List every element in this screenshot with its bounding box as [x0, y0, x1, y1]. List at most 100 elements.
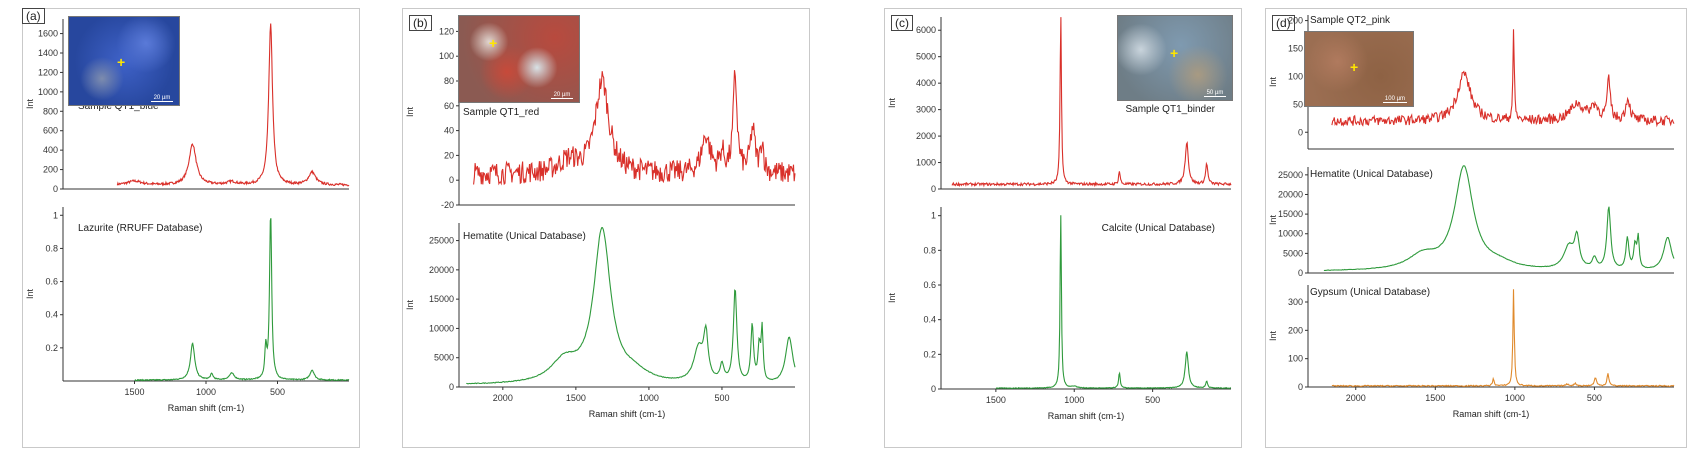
y-tick-label: 400: [43, 145, 58, 155]
panel-label: (a): [22, 8, 45, 24]
y-tick-label: 25000: [429, 236, 454, 246]
subplot-title: Calcite (Unical Database): [1102, 223, 1215, 234]
y-tick-label: 50: [1293, 99, 1303, 109]
spectrum-line: [473, 70, 796, 186]
scale-label: 20 µm: [553, 92, 571, 98]
scale-bar: 20 µm: [551, 92, 573, 99]
y-tick-label: 60: [444, 101, 454, 111]
panel-a: (a) 0 200 400 600 800 1000 1200 1400 1600 Int Samp…: [22, 8, 360, 448]
x-tick-label: 1000: [639, 393, 659, 403]
x-axis-label: Raman shift (cm-1): [1048, 411, 1125, 421]
y-tick-label: 200: [1288, 16, 1303, 26]
panel-d: (d) 0 50 100 150 200 Int Sample QT2_pink 0 5000 1…: [1265, 8, 1687, 448]
micrograph-blue: + 20 µm: [68, 16, 180, 106]
y-tick-label: 300: [1288, 297, 1303, 307]
y-tick-label: 600: [43, 126, 58, 136]
y-tick-label: 2000: [916, 131, 936, 141]
y-tick-label: 40: [444, 126, 454, 136]
x-tick-label: 500: [270, 387, 285, 397]
y-tick-label: 10000: [1278, 229, 1303, 239]
subplot-title: Gypsum (Unical Database): [1310, 287, 1430, 298]
subplot-title: Sample QT2_pink: [1310, 15, 1391, 26]
x-tick-label: 500: [714, 393, 729, 403]
spectrum-line: [1323, 165, 1675, 272]
y-axis-label: Int: [25, 99, 35, 110]
y-axis-label: Int: [887, 293, 897, 304]
y-tick-label: -20: [441, 200, 454, 210]
y-tick-label: 200: [43, 165, 58, 175]
y-tick-label: 15000: [429, 294, 454, 304]
y-axis-label: Int: [1268, 215, 1278, 226]
x-tick-label: 1500: [1425, 393, 1445, 403]
y-tick-label: 0.6: [923, 280, 936, 290]
x-tick-label: 2000: [493, 393, 513, 403]
y-tick-label: 100: [439, 51, 454, 61]
y-tick-label: 0.8: [923, 245, 936, 255]
micrograph-pink: + 100 µm: [1304, 31, 1414, 107]
x-tick-label: 1000: [196, 387, 216, 397]
y-tick-label: 80: [444, 76, 454, 86]
scale-line: [551, 98, 573, 99]
crosshair-icon: +: [1350, 59, 1359, 75]
y-tick-label: 1: [53, 210, 58, 220]
crosshair-icon: +: [1170, 45, 1179, 61]
y-tick-label: 0: [449, 175, 454, 185]
y-tick-label: 0: [1298, 382, 1303, 392]
y-tick-label: 0: [931, 384, 936, 394]
x-tick-label: 2000: [1346, 393, 1366, 403]
y-axis-label: Int: [1268, 331, 1278, 342]
y-tick-label: 0: [53, 184, 58, 194]
y-tick-label: 0.4: [923, 315, 936, 325]
x-tick-label: 1000: [1064, 395, 1084, 405]
y-axis-label: Int: [1268, 77, 1278, 88]
y-tick-label: 0.2: [923, 349, 936, 359]
y-tick-label: 150: [1288, 44, 1303, 54]
panel-label: (b): [409, 15, 432, 31]
spectrum-line: [116, 23, 350, 187]
y-tick-label: 5000: [916, 52, 936, 62]
y-tick-label: 0.4: [45, 310, 58, 320]
spectrum-line: [466, 227, 796, 385]
y-tick-label: 1400: [38, 48, 58, 58]
scale-label: 20 µm: [153, 95, 171, 101]
panel-c: (c) 0 1000 2000 3000 4000 5000 6000 Int Sample Q…: [884, 8, 1242, 448]
spectrum-line: [1331, 29, 1675, 128]
y-axis-label: Int: [887, 98, 897, 109]
panel-label: (d): [1272, 15, 1295, 31]
y-tick-label: 200: [1288, 325, 1303, 335]
x-tick-label: 1500: [124, 387, 144, 397]
y-tick-label: 10000: [429, 323, 454, 333]
y-tick-label: 15000: [1278, 209, 1303, 219]
y-tick-label: 0.6: [45, 277, 58, 287]
y-tick-label: 0: [1298, 268, 1303, 278]
y-axis-label: Int: [25, 289, 35, 300]
y-tick-label: 5000: [434, 353, 454, 363]
y-tick-label: 4000: [916, 78, 936, 88]
micrograph-red: + 20 µm: [458, 15, 580, 103]
y-tick-label: 25000: [1278, 170, 1303, 180]
x-axis-label: Raman shift (cm-1): [168, 403, 245, 413]
y-tick-label: 20000: [429, 265, 454, 275]
x-tick-label: 1500: [566, 393, 586, 403]
subplot-title: Hematite (Unical Database): [463, 231, 586, 242]
y-tick-label: 3000: [916, 105, 936, 115]
micrograph-binder: + 50 µm: [1117, 15, 1233, 101]
y-tick-label: 120: [439, 26, 454, 36]
x-tick-label: 1000: [1505, 393, 1525, 403]
scale-bar: 100 µm: [1383, 96, 1407, 103]
x-axis-label: Raman shift (cm-1): [1453, 409, 1530, 419]
y-tick-label: 6000: [916, 25, 936, 35]
y-tick-label: 0.2: [45, 343, 58, 353]
spectrum-line: [1331, 289, 1675, 388]
spectrum-line: [951, 17, 1232, 188]
scale-bar: 20 µm: [151, 95, 173, 102]
crosshair-icon: +: [117, 54, 126, 70]
scale-label: 100 µm: [1384, 96, 1406, 102]
x-tick-label: 1500: [986, 395, 1006, 405]
y-tick-label: 800: [43, 106, 58, 116]
scale-line: [151, 101, 173, 102]
spectrum-line: [134, 218, 350, 382]
scale-label: 50 µm: [1206, 90, 1224, 96]
